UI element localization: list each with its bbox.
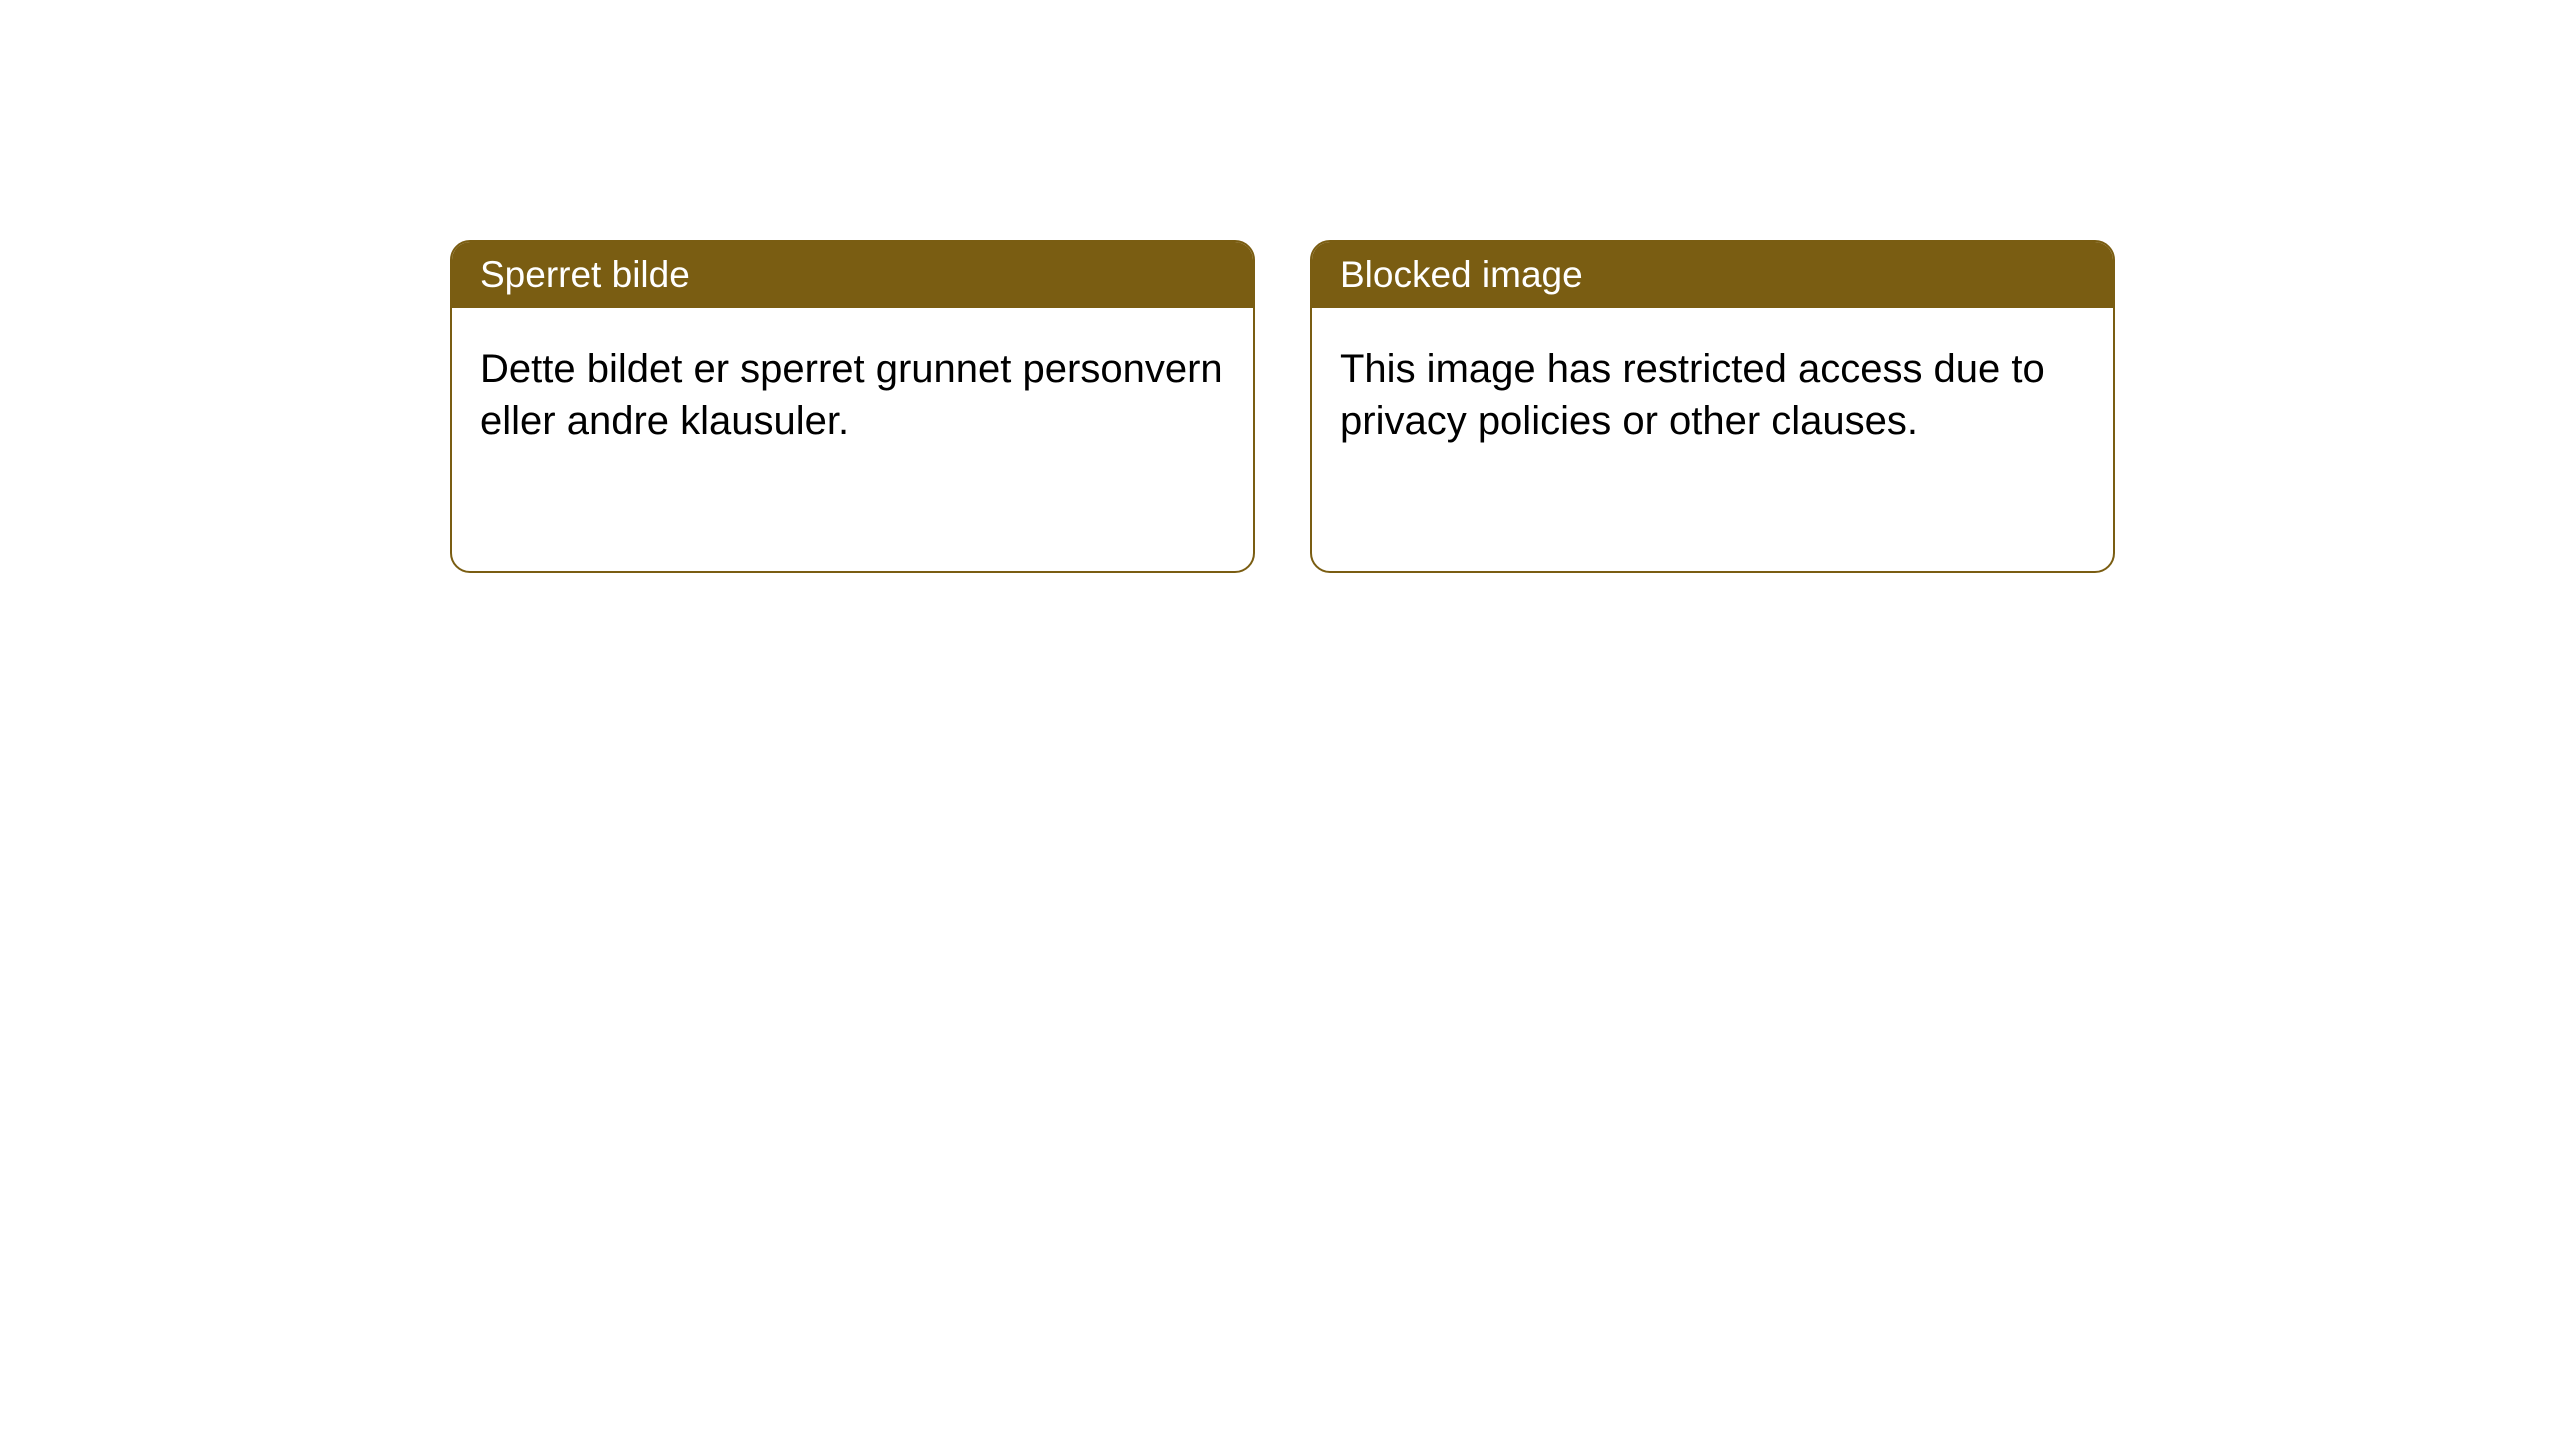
notice-container: Sperret bilde Dette bildet er sperret gr… [450, 240, 2115, 573]
card-title: Sperret bilde [480, 254, 690, 295]
card-body: Dette bildet er sperret grunnet personve… [452, 308, 1253, 482]
card-header: Sperret bilde [452, 242, 1253, 308]
card-body: This image has restricted access due to … [1312, 308, 2113, 482]
card-header: Blocked image [1312, 242, 2113, 308]
card-body-text: Dette bildet er sperret grunnet personve… [480, 347, 1223, 443]
notice-card-norwegian: Sperret bilde Dette bildet er sperret gr… [450, 240, 1255, 573]
notice-card-english: Blocked image This image has restricted … [1310, 240, 2115, 573]
card-body-text: This image has restricted access due to … [1340, 347, 2045, 443]
card-title: Blocked image [1340, 254, 1583, 295]
